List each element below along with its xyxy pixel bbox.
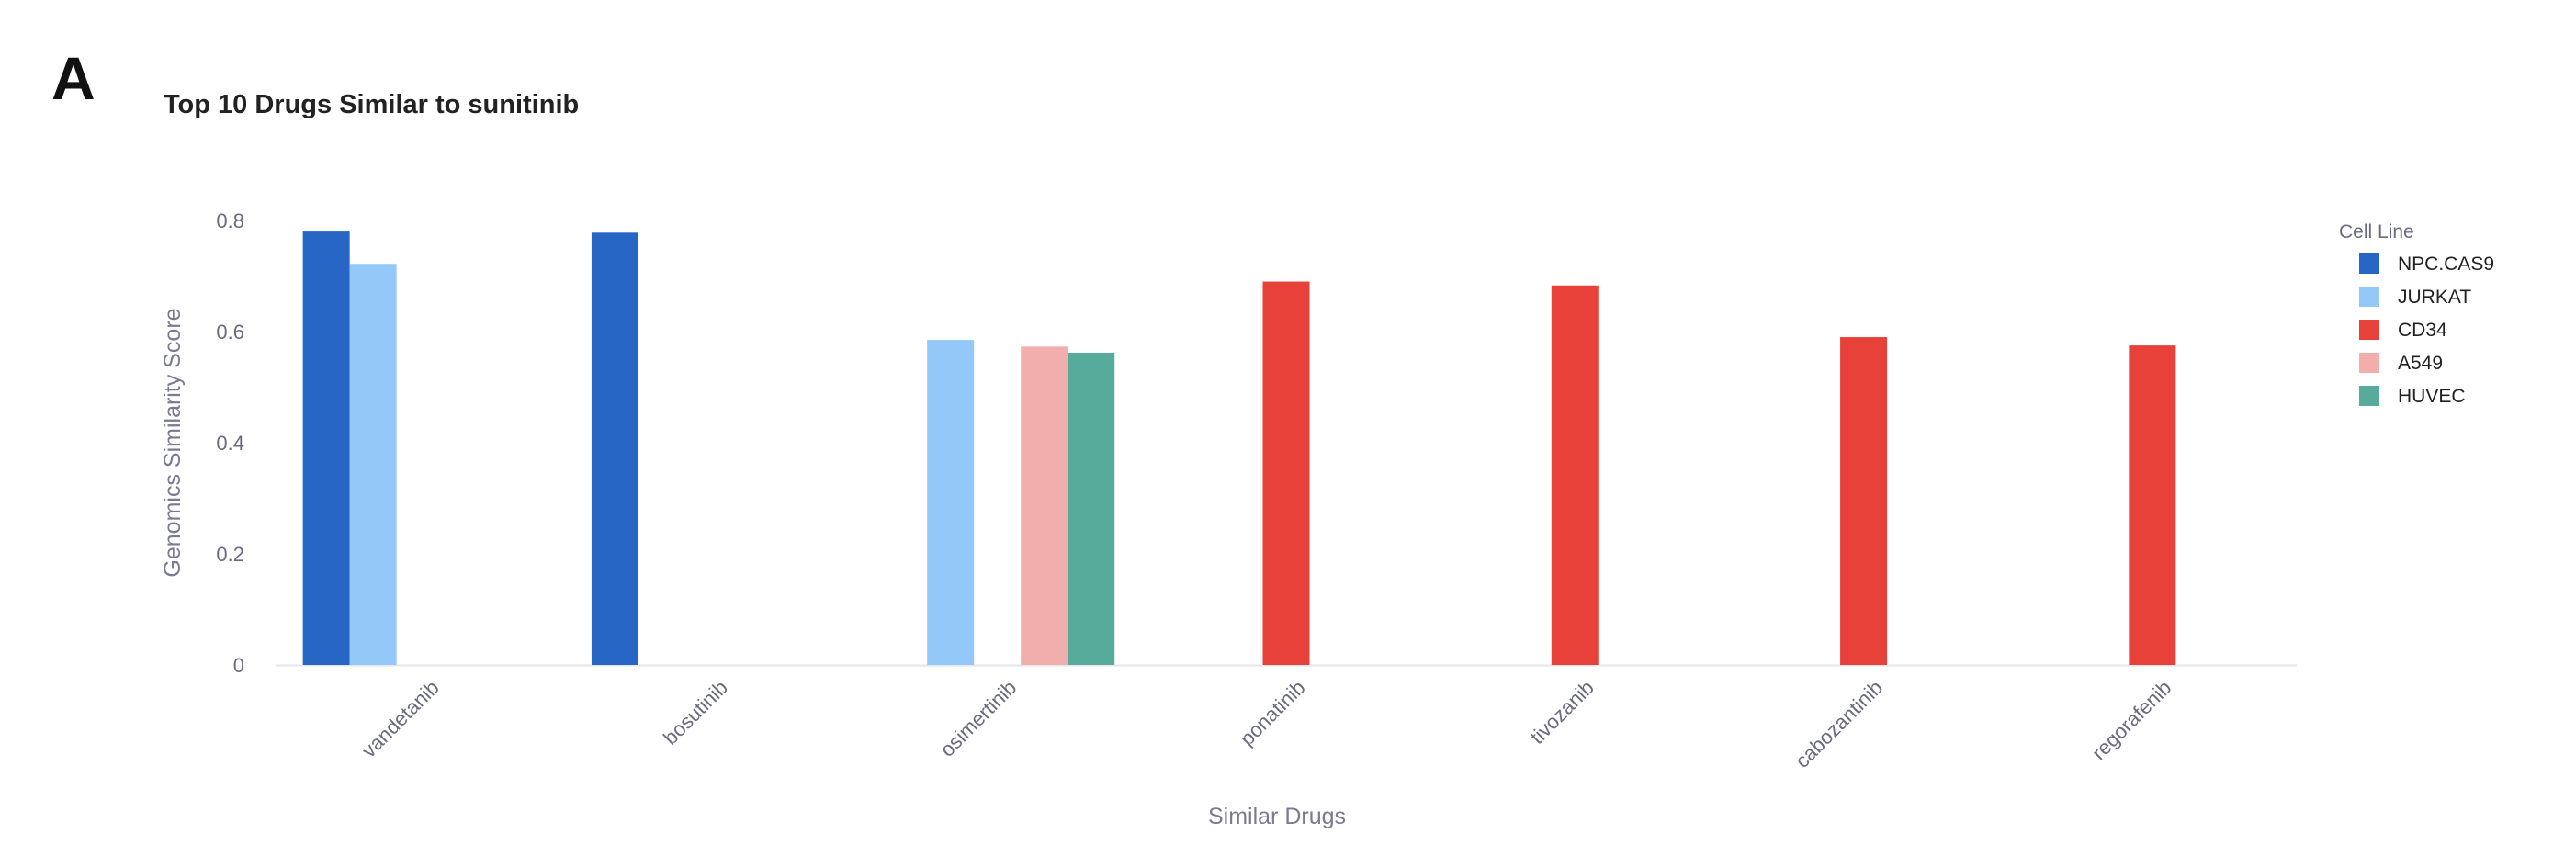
legend-label: NPC.CAS9 — [2398, 253, 2494, 275]
y-tick-label: 0.8 — [216, 209, 244, 232]
y-tick-label: 0.6 — [216, 321, 244, 344]
bar-osimertinib-huvec — [1068, 352, 1115, 665]
legend-label: CD34 — [2398, 320, 2447, 341]
bar-cabozantinib-cd34 — [1840, 337, 1888, 665]
x-tick-label: vandetanib — [357, 676, 444, 762]
chart-title: Top 10 Drugs Similar to sunitinib — [164, 90, 580, 119]
legend-label: A549 — [2398, 353, 2443, 374]
x-tick-label: bosutinib — [659, 676, 732, 749]
bars — [302, 231, 2176, 665]
bar-osimertinib-a549 — [1021, 346, 1068, 665]
legend-swatch — [2359, 253, 2379, 274]
bar-osimertinib-jurkat — [927, 340, 975, 665]
y-axis-title: Genomics Similarity Score — [160, 308, 186, 577]
x-tick-label: regorafenib — [2087, 676, 2175, 764]
y-axis-ticks: 0 0.2 0.4 0.6 0.8 — [216, 209, 244, 677]
legend: Cell Line NPC.CAS9 JURKAT CD34 A549 HUVEC — [2339, 221, 2494, 407]
panel-label: A — [51, 44, 96, 112]
x-tick-label: ponatinib — [1236, 676, 1310, 750]
bar-bosutinib-npc-cas9 — [591, 232, 638, 665]
legend-swatch — [2359, 287, 2379, 307]
y-tick-label: 0.2 — [216, 543, 244, 566]
y-tick-label: 0 — [233, 654, 244, 677]
legend-title: Cell Line — [2339, 221, 2414, 242]
legend-swatch — [2359, 353, 2379, 373]
legend-label: HUVEC — [2398, 386, 2466, 407]
bar-tivozanib-cd34 — [1551, 285, 1599, 665]
x-axis-title: Similar Drugs — [1208, 804, 1346, 829]
x-axis-ticks: vandetanib bosutinib osimertinib ponatinib t… — [357, 676, 2176, 772]
y-tick-label: 0.4 — [216, 432, 244, 455]
x-tick-label: osimertinib — [935, 676, 1021, 761]
x-tick-label: cabozantinib — [1791, 676, 1887, 772]
legend-swatch — [2359, 320, 2379, 340]
x-tick-label: tivozanib — [1526, 676, 1599, 749]
bar-vandetanib-npc-cas9 — [302, 231, 350, 665]
bar-regorafenib-cd34 — [2129, 345, 2176, 665]
legend-swatch — [2359, 386, 2379, 406]
legend-items: NPC.CAS9 JURKAT CD34 A549 HUVEC — [2359, 253, 2494, 407]
legend-label: JURKAT — [2398, 287, 2471, 308]
bar-vandetanib-jurkat — [349, 264, 397, 665]
bar-ponatinib-cd34 — [1262, 281, 1310, 665]
